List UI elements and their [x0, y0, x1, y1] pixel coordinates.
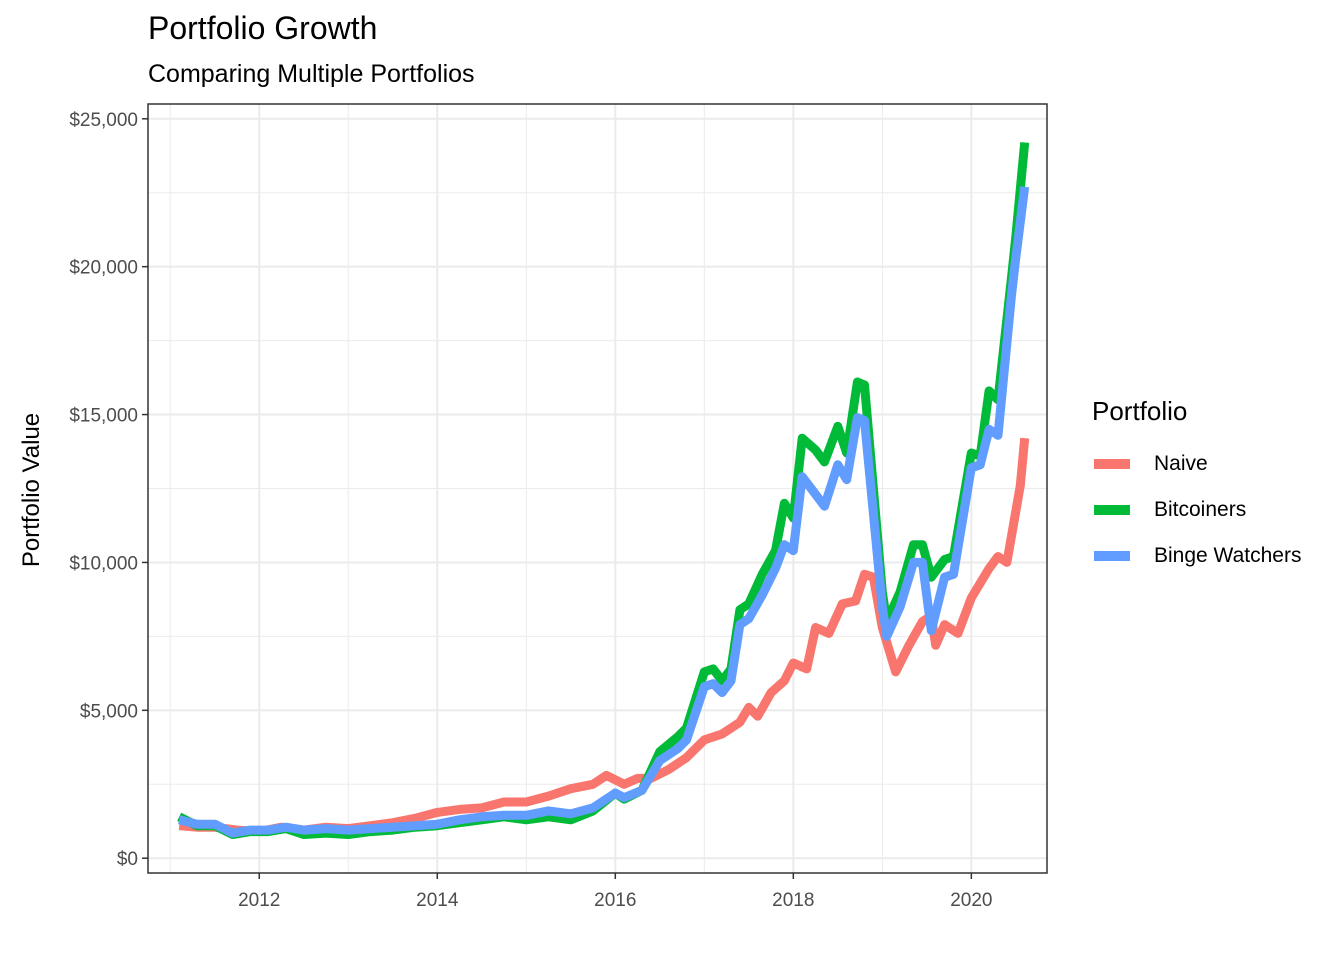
- x-tick-label: 2018: [772, 890, 814, 911]
- major-gridlines: [148, 104, 1047, 873]
- panel-border: [147, 103, 1048, 874]
- x-tick-label: 2016: [594, 890, 636, 911]
- legend-item-binge-watchers: Binge Watchers: [1092, 533, 1301, 579]
- chart-subtitle: Comparing Multiple Portfolios: [148, 60, 475, 88]
- legend-label: Naive: [1154, 452, 1208, 475]
- legend-key-swatch: [1094, 551, 1130, 561]
- legend: Portfolio Naive Bitcoiners Binge Watchers: [1092, 396, 1301, 579]
- series-lines: [177, 142, 1030, 839]
- x-axis: 2012 2014 2016 2018 2020: [238, 873, 992, 911]
- y-tick-label: $10,000: [69, 553, 138, 574]
- series-line-naive: [178, 437, 1030, 837]
- minor-gridlines: [148, 104, 1047, 873]
- chart-title: Portfolio Growth: [148, 10, 378, 46]
- legend-label: Bitcoiners: [1154, 498, 1247, 521]
- y-tick-label: $0: [117, 849, 138, 870]
- x-tick-label: 2020: [950, 890, 992, 911]
- legend-item-bitcoiners: Bitcoiners: [1092, 487, 1301, 533]
- y-tick-label: $15,000: [69, 406, 138, 427]
- x-tick-label: 2012: [238, 890, 280, 911]
- legend-title: Portfolio: [1092, 396, 1188, 426]
- legend-key-swatch: [1094, 505, 1130, 515]
- legend-key-swatch: [1094, 459, 1130, 469]
- legend-item-naive: Naive: [1092, 441, 1301, 487]
- x-tick-label: 2014: [416, 890, 459, 911]
- y-tick-label: $20,000: [69, 258, 138, 279]
- y-axis: $0 $5,000 $10,000 $15,000 $20,000 $25,000: [69, 110, 148, 870]
- y-tick-label: $5,000: [80, 701, 138, 722]
- legend-label: Binge Watchers: [1154, 544, 1302, 567]
- y-tick-label: $25,000: [69, 110, 138, 131]
- series-line-binge-watchers: [178, 186, 1030, 838]
